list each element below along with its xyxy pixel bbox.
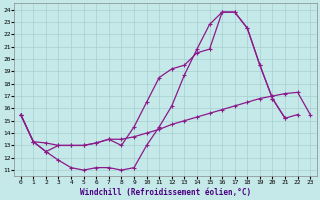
X-axis label: Windchill (Refroidissement éolien,°C): Windchill (Refroidissement éolien,°C) [80, 188, 251, 197]
